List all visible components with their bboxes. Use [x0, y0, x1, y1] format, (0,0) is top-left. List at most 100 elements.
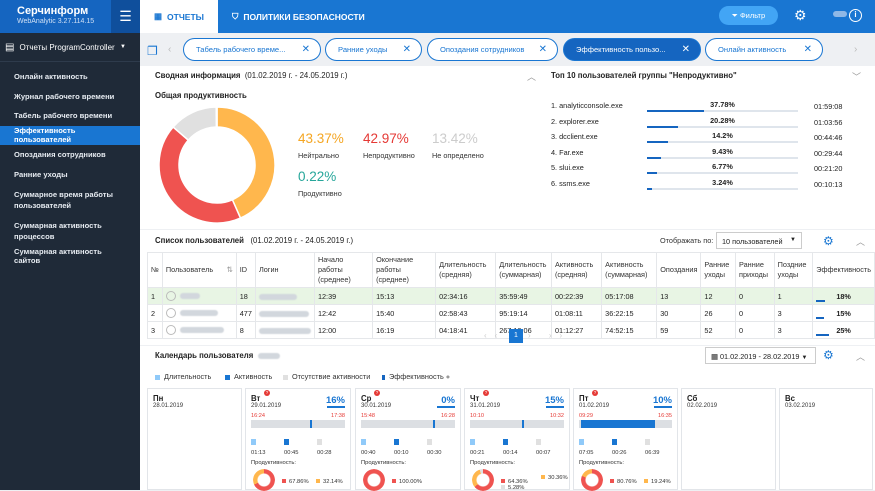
day-date: 03.02.2019: [785, 403, 816, 409]
col-header[interactable]: Опоздания: [656, 252, 702, 288]
sidebar-item-efficiency[interactable]: Эффективность пользователей: [0, 125, 140, 145]
col-header[interactable]: Активность (суммарная): [601, 252, 658, 288]
close-icon[interactable]: ✕: [538, 44, 547, 55]
pager-page[interactable]: 1: [509, 329, 523, 343]
day-prod-neutral-value: 19.24%: [651, 479, 671, 485]
sidebar-item-total-worktime[interactable]: Суммарное время работы пользователей: [14, 189, 113, 210]
help-icon[interactable]: ?: [264, 390, 270, 396]
help-icon[interactable]: ?: [374, 390, 380, 396]
windows-icon[interactable]: ❐: [147, 44, 158, 58]
collapse-icon[interactable]: ︿: [527, 72, 537, 82]
userlist-title-text: Список пользователей: [155, 236, 244, 245]
date-range-picker[interactable]: ▦ 01.02.2019 - 28.02.2019 ▼: [705, 347, 816, 364]
activity-swatch: [225, 374, 230, 380]
calendar-day[interactable]: Вс 03.02.2019: [779, 388, 873, 490]
collapse-icon[interactable]: ︿: [856, 352, 866, 362]
filter-button[interactable]: ⏷ Фильтр: [719, 6, 778, 25]
activity-bar: [433, 420, 436, 428]
undef-pct: 13.42%: [432, 131, 478, 146]
start-avg: 12:00: [313, 321, 374, 339]
col-header[interactable]: Длительность (средняя): [435, 252, 497, 288]
sidebar-item-timesheet[interactable]: Табель рабочего времени: [14, 111, 113, 121]
user-name-blurred[interactable]: [833, 11, 847, 17]
nav-reports[interactable]: ▦ ОТЧЕТЫ: [140, 0, 218, 33]
user-login-blurred: [258, 310, 309, 317]
user-cell[interactable]: [161, 321, 237, 339]
day-start: 15:48: [361, 413, 375, 419]
close-icon[interactable]: ✕: [803, 44, 812, 55]
col-header[interactable]: Начало работы (среднее): [313, 252, 374, 288]
calendar-day[interactable]: Пт 01.02.2019? 10% 09:29 16:35 07:05 00:…: [573, 388, 678, 491]
col-header[interactable]: Окончание работы (среднее): [372, 252, 437, 288]
productivity-donut: [158, 106, 276, 224]
row-number: 2: [147, 304, 163, 322]
nav-policies[interactable]: ⛉ ПОЛИТИКИ БЕЗОПАСНОСТИ: [218, 0, 379, 33]
col-header[interactable]: №: [147, 252, 163, 288]
day-efficiency: 10%: [652, 395, 672, 406]
tabs-next-icon[interactable]: ›: [854, 44, 858, 55]
day-prod-unprod: 64.36%: [501, 479, 528, 485]
unprod-label: Непродуктивно: [363, 151, 415, 160]
calendar-day[interactable]: Пн 28.01.2019: [147, 388, 242, 490]
day-name: Пн: [153, 394, 164, 403]
col-header[interactable]: Активность (средняя): [550, 252, 603, 288]
tab-online[interactable]: Онлайн активность ✕: [705, 38, 823, 61]
pager-prev-icon[interactable]: ‹‹ ‹: [484, 331, 527, 340]
user-cell[interactable]: [161, 304, 237, 322]
gear-icon[interactable]: ⚙: [823, 348, 834, 362]
user-login-blurred: [258, 327, 311, 334]
calendar-day[interactable]: Вт 29.01.2019? 16% 16:24 17:38 01:13 00:…: [245, 388, 351, 491]
page-size-select[interactable]: 10 пользователей ▼: [716, 232, 802, 249]
col-header[interactable]: Ранние уходы: [700, 252, 736, 288]
calendar-day[interactable]: Чт 31.01.2019? 15% 10:10 10:32 00:21 00:…: [464, 388, 570, 491]
sidebar-item-lateness[interactable]: Опоздания сотрудников: [14, 150, 106, 160]
pager-next-icon[interactable]: › ››: [528, 331, 571, 340]
sidebar-item-worktime-journal[interactable]: Журнал рабочего времени: [14, 91, 115, 101]
col-header[interactable]: Поздние уходы: [773, 252, 814, 288]
col-header[interactable]: Эффективность: [812, 252, 875, 288]
col-header[interactable]: ID: [235, 252, 256, 288]
collapse-icon[interactable]: ﹀: [852, 72, 862, 82]
user-cell[interactable]: [161, 287, 237, 305]
table-row[interactable]: 1 18 12:39 15:13 02:34:16 35:59:49 00:22…: [147, 287, 875, 305]
col-header[interactable]: Длительность (суммарная): [495, 252, 552, 288]
table-row[interactable]: 2 477 12:42 15:40 02:58:43 95:19:14 01:0…: [147, 304, 875, 322]
close-icon[interactable]: ✕: [402, 44, 411, 55]
col-header[interactable]: Ранние приходы: [735, 252, 775, 288]
day-name: Чт: [470, 394, 480, 403]
help-icon[interactable]: ?: [483, 390, 489, 396]
sidebar-item-online[interactable]: Онлайн активность: [14, 72, 88, 82]
day-prod-undef-value: 5.28%: [508, 485, 525, 491]
menu-icon[interactable]: ☰: [111, 0, 140, 33]
collapse-icon[interactable]: ︿: [856, 237, 866, 247]
reports-dropdown[interactable]: ▤ Отчеты ProgramController ▼: [0, 33, 140, 62]
activity-mini-bar: [394, 439, 399, 445]
duration-sum: 95:19:14: [495, 304, 552, 322]
tab-lateness[interactable]: Опоздания сотрудников ✕: [427, 38, 558, 61]
avatar: [165, 308, 176, 319]
info-icon[interactable]: i: [849, 9, 862, 22]
gear-icon[interactable]: ⚙: [794, 7, 807, 23]
close-icon[interactable]: ✕: [301, 44, 310, 55]
help-icon[interactable]: ?: [592, 390, 598, 396]
calendar-day[interactable]: Ср 30.01.2019? 0% 15:48 16:28 00:40 00:1…: [355, 388, 461, 491]
tab-early-leave[interactable]: Ранние уходы ✕: [325, 38, 422, 61]
col-header[interactable]: Логин: [254, 252, 315, 288]
sidebar-item-site-activity[interactable]: Суммарная активность сайтов: [14, 246, 102, 265]
gear-icon[interactable]: ⚙: [823, 234, 834, 248]
efficiency-cell: 15%: [812, 304, 875, 322]
sidebar-item-process-activity[interactable]: Суммарная активность процессов: [14, 220, 102, 241]
help-icon[interactable]: ●: [445, 372, 451, 381]
page-size-value: 10 пользователей: [722, 237, 783, 246]
close-icon[interactable]: ✕: [681, 44, 690, 55]
sidebar-item-early-leave[interactable]: Ранние уходы: [14, 169, 68, 179]
tabs-prev-icon[interactable]: ‹: [168, 44, 172, 55]
calendar-day[interactable]: Сб 02.02.2019: [681, 388, 776, 490]
tab-timesheet[interactable]: Табель рабочего време... ✕: [183, 38, 321, 61]
col-header[interactable]: Пользователь ⇅: [161, 252, 237, 288]
sort-icon[interactable]: ⇅: [226, 265, 233, 274]
efficiency-cell: 25%: [812, 321, 875, 339]
legend-activity: Активность: [225, 372, 272, 381]
tab-efficiency[interactable]: Эффективность пользо... ✕: [563, 38, 701, 61]
top10-item-name: 3. dcclient.exe: [551, 132, 598, 142]
